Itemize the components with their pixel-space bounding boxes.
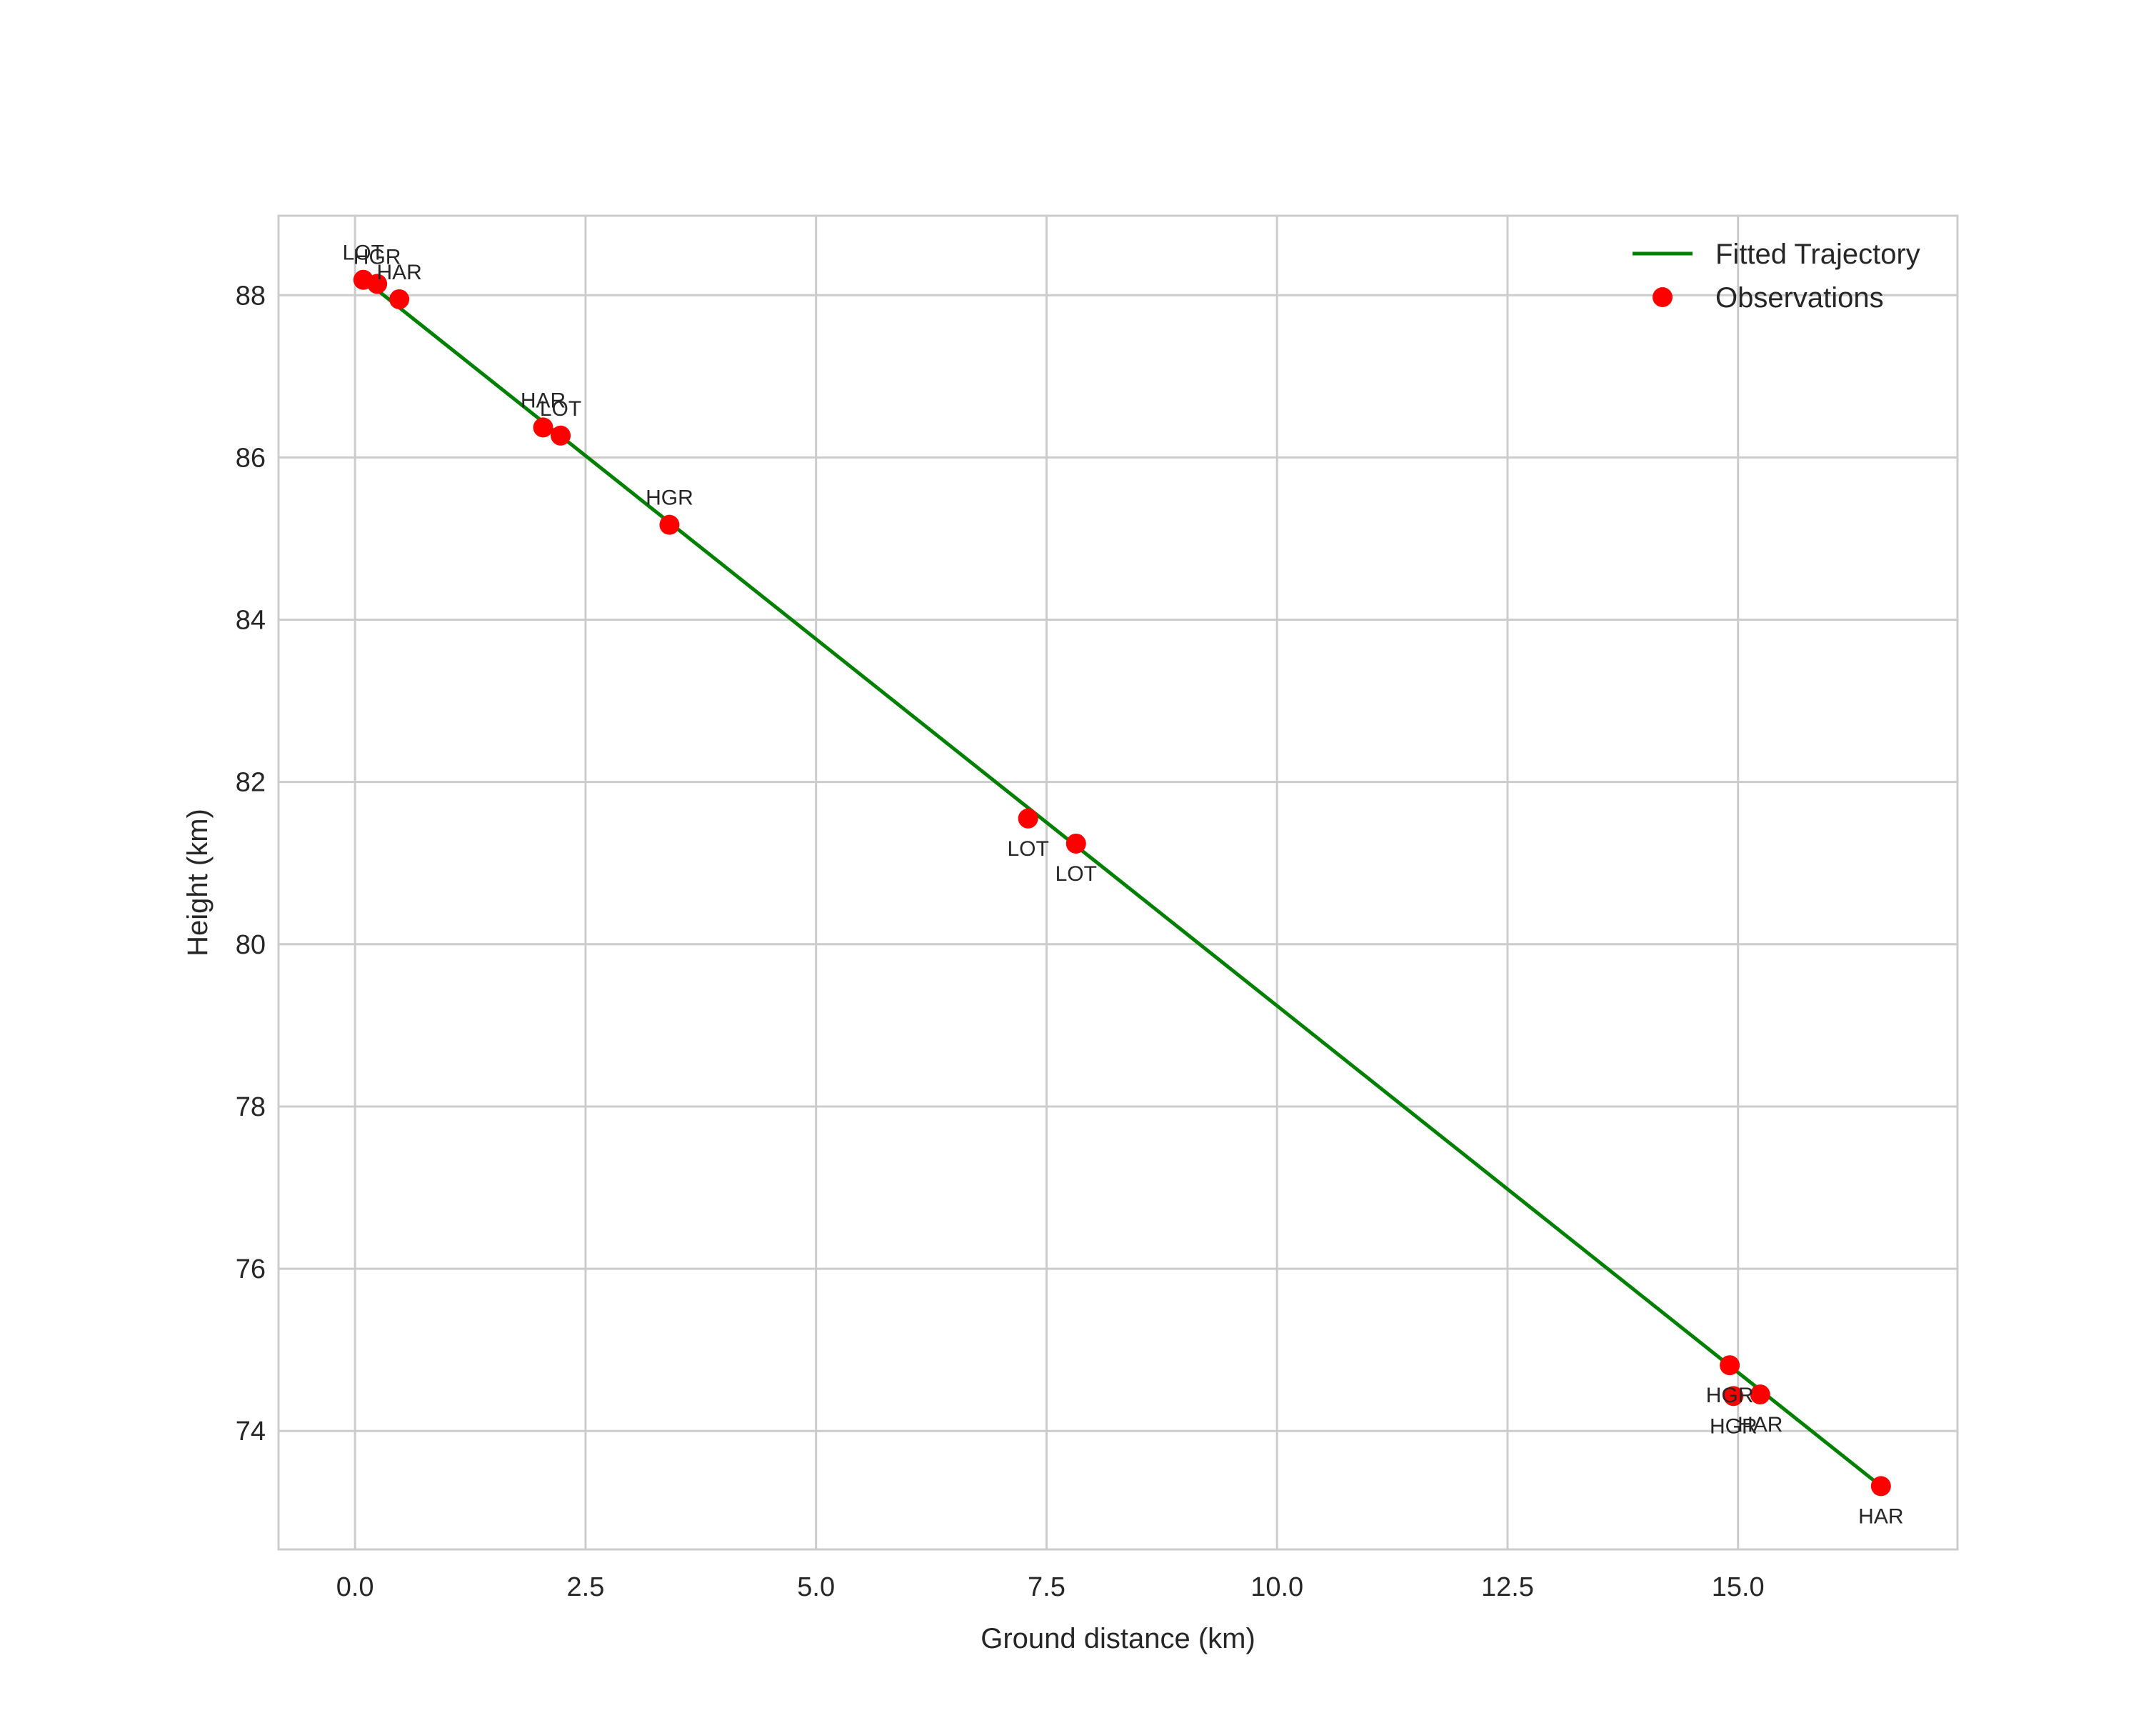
y-tick-label: 74 — [236, 1417, 266, 1447]
observation-point — [389, 289, 410, 309]
y-tick-label: 80 — [236, 930, 266, 960]
y-tick-label: 78 — [236, 1092, 266, 1122]
x-tick-label: 12.5 — [1481, 1572, 1534, 1602]
grid-lines — [279, 216, 1957, 1549]
station-label: HGR — [1710, 1414, 1758, 1438]
x-tick-label: 5.0 — [797, 1572, 835, 1602]
station-label: LOT — [343, 241, 384, 265]
observation-points — [353, 269, 1891, 1497]
observation-point — [1720, 1355, 1740, 1376]
station-label: LOT — [1056, 862, 1097, 886]
station-label: HGR — [646, 486, 693, 510]
observation-point — [551, 425, 571, 446]
y-axis-ticks: 74 76 78 80 82 84 86 88 — [236, 281, 266, 1447]
observation-point — [367, 274, 388, 294]
x-tick-label: 7.5 — [1028, 1572, 1066, 1602]
observation-point — [1723, 1386, 1744, 1407]
station-label: HAR — [376, 261, 421, 284]
observation-point — [1066, 833, 1086, 854]
legend: Fitted Trajectory Observations — [1633, 239, 1920, 314]
observation-point — [659, 514, 680, 535]
station-label: HGR — [1706, 1384, 1754, 1407]
y-tick-label: 86 — [236, 443, 266, 473]
x-tick-label: 0.0 — [336, 1572, 374, 1602]
observation-point — [1018, 808, 1038, 829]
station-label: HAR — [1738, 1413, 1783, 1437]
y-tick-label: 84 — [236, 606, 266, 636]
observation-point — [1750, 1384, 1770, 1405]
x-axis-ticks: 0.0 2.5 5.0 7.5 10.0 12.5 15.0 — [336, 1572, 1765, 1602]
y-tick-label: 76 — [236, 1254, 266, 1284]
station-label: LOT — [1007, 837, 1048, 861]
x-axis-label: Ground distance (km) — [981, 1623, 1255, 1654]
x-tick-label: 15.0 — [1712, 1572, 1765, 1602]
y-tick-label: 82 — [236, 768, 266, 798]
observation-point — [1870, 1476, 1891, 1497]
plot-frame — [277, 214, 1959, 1551]
x-tick-label: 10.0 — [1250, 1572, 1303, 1602]
station-label: HGR — [354, 245, 401, 269]
y-axis-label: Height (km) — [182, 809, 214, 957]
observation-point — [533, 417, 553, 438]
fitted-trajectory — [362, 277, 1882, 1488]
x-tick-label: 2.5 — [567, 1572, 605, 1602]
y-tick-label: 88 — [236, 281, 266, 311]
station-label: LOT — [540, 397, 581, 421]
station-label: HAR — [521, 389, 566, 412]
legend-label-observations: Observations — [1715, 282, 1884, 314]
legend-dot-icon — [1653, 287, 1673, 307]
fitted-trajectory-line — [362, 277, 1882, 1488]
station-label: HAR — [1858, 1504, 1903, 1528]
legend-label-fitted-trajectory: Fitted Trajectory — [1715, 239, 1920, 270]
